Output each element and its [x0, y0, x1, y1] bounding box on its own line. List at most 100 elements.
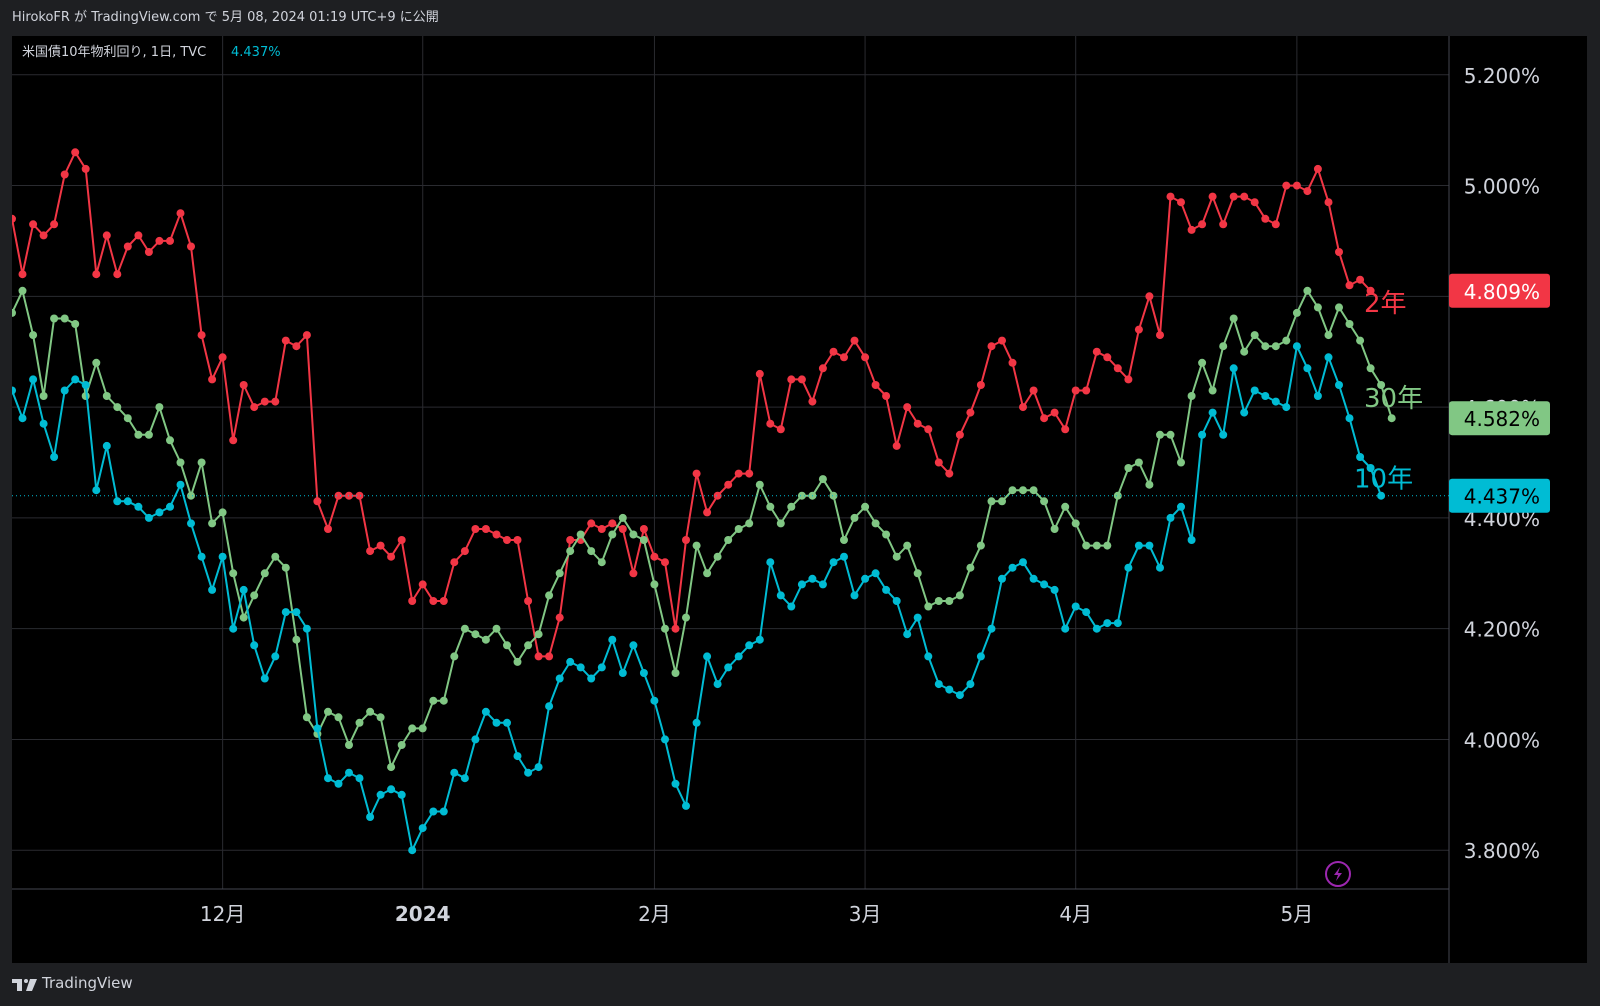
- data-point: [8, 308, 16, 317]
- data-point: [218, 508, 227, 517]
- data-point: [545, 652, 554, 661]
- data-point: [945, 469, 954, 478]
- data-point: [29, 375, 38, 384]
- data-point: [1029, 486, 1038, 495]
- data-point: [1250, 386, 1259, 395]
- data-point: [1377, 381, 1386, 389]
- data-point: [892, 552, 901, 561]
- y-tick-label: 4.000%: [1464, 728, 1540, 752]
- data-point: [1050, 408, 1059, 417]
- data-point: [292, 608, 301, 617]
- data-point: [724, 663, 733, 672]
- data-point: [345, 741, 353, 749]
- data-point: [292, 635, 301, 644]
- x-tick-label: 2024: [395, 902, 451, 926]
- data-point: [524, 597, 533, 605]
- data-point: [39, 392, 48, 400]
- data-point: [755, 635, 764, 644]
- data-point: [924, 602, 933, 611]
- data-point: [934, 680, 943, 689]
- series-2: [8, 342, 1386, 855]
- data-point: [787, 502, 796, 511]
- data-point: [60, 386, 69, 395]
- data-point: [639, 525, 648, 533]
- data-point: [1082, 541, 1091, 550]
- publish-text: HirokoFR が TradingView.com で 5月 08, 2024…: [12, 10, 439, 25]
- data-point: [1008, 563, 1017, 572]
- data-point: [671, 669, 680, 677]
- data-point: [187, 491, 195, 500]
- data-point: [1198, 220, 1207, 229]
- data-point: [639, 669, 648, 677]
- data-point: [418, 580, 427, 589]
- data-point: [208, 519, 217, 528]
- data-point: [1240, 408, 1249, 417]
- data-point: [513, 752, 522, 761]
- chart-grid: [12, 36, 1449, 889]
- data-point: [1008, 486, 1017, 495]
- data-point: [439, 807, 448, 816]
- data-point: [1040, 414, 1049, 423]
- data-point: [239, 613, 248, 622]
- price-chart[interactable]: 5.200%5.000%4.800%4.600%4.400%4.200%4.00…: [8, 36, 1587, 963]
- data-point: [113, 403, 122, 412]
- data-point: [397, 741, 406, 749]
- data-point: [71, 148, 80, 157]
- time-axis[interactable]: 12月 2024 2月 3月 4月 5月: [200, 902, 1313, 926]
- legend-symbol[interactable]: 米国債10年物利回り, 1日, TVC: [22, 45, 206, 60]
- data-point: [882, 585, 891, 594]
- tradingview-logo[interactable]: [12, 975, 38, 995]
- data-point: [8, 386, 16, 395]
- data-point: [229, 569, 238, 578]
- data-point: [271, 652, 280, 661]
- data-point: [397, 536, 406, 544]
- data-point: [281, 336, 290, 345]
- data-point: [1250, 331, 1259, 340]
- legend-value: 4.437%: [231, 45, 281, 60]
- data-point: [976, 381, 985, 389]
- data-point: [871, 519, 880, 528]
- data-point: [924, 652, 933, 661]
- data-point: [1229, 314, 1238, 323]
- data-point: [597, 558, 606, 567]
- footer: TradingView: [0, 963, 1600, 1006]
- data-point: [808, 397, 817, 406]
- data-point: [513, 657, 522, 666]
- data-point: [134, 231, 143, 240]
- data-point: [703, 569, 712, 578]
- price-labels: 4.809% 2年 4.582% 30年 4.437% 10年: [12, 273, 1550, 513]
- data-point: [250, 591, 259, 600]
- series-0: [8, 148, 1375, 661]
- data-point: [1166, 430, 1175, 439]
- data-point: [745, 641, 754, 650]
- data-point: [1124, 464, 1133, 472]
- data-point: [29, 220, 38, 229]
- data-point: [608, 635, 617, 644]
- data-point: [797, 580, 806, 589]
- data-point: [1019, 486, 1027, 495]
- data-point: [1303, 187, 1312, 196]
- x-tick-label: 5月: [1281, 902, 1314, 926]
- data-point: [187, 242, 195, 251]
- data-point: [250, 403, 259, 412]
- data-point: [913, 419, 922, 428]
- flash-icon[interactable]: [1325, 861, 1351, 887]
- data-point: [387, 763, 396, 772]
- tradingview-brand-text[interactable]: TradingView: [42, 974, 133, 992]
- chart-area[interactable]: 5.200%5.000%4.800%4.600%4.400%4.200%4.00…: [8, 36, 1587, 963]
- data-point: [1303, 364, 1312, 373]
- data-point: [1113, 619, 1122, 628]
- data-point: [144, 248, 153, 256]
- data-point: [1303, 286, 1312, 295]
- data-point: [408, 597, 417, 605]
- data-point: [1198, 430, 1207, 439]
- data-point: [587, 674, 596, 683]
- data-point: [176, 480, 185, 489]
- data-point: [566, 547, 575, 556]
- price-axis: 5.200%5.000%4.800%4.600%4.400%4.200%4.00…: [1464, 64, 1540, 863]
- data-point: [81, 381, 90, 389]
- price-label-value: 4.809%: [1464, 280, 1540, 304]
- data-point: [871, 569, 880, 578]
- data-point: [787, 375, 796, 384]
- data-point: [682, 613, 690, 622]
